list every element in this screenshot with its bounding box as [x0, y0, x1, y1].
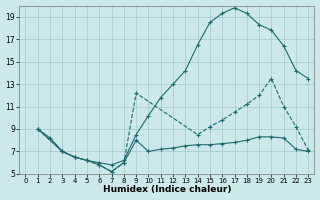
X-axis label: Humidex (Indice chaleur): Humidex (Indice chaleur): [103, 185, 231, 194]
